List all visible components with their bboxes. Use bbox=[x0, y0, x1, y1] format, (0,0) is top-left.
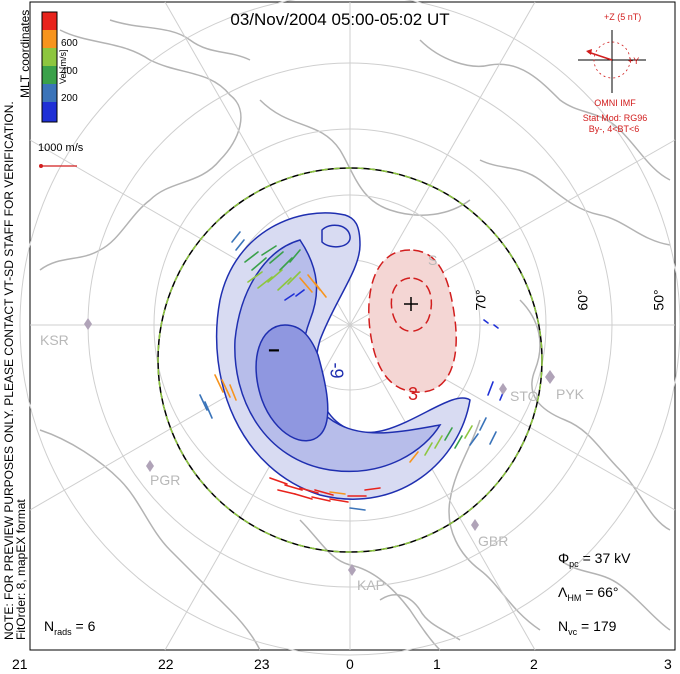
latitude-label-70: 70° bbox=[472, 289, 489, 311]
colorbar-tick-400: 400 bbox=[61, 66, 78, 77]
vector-count-value: 179 bbox=[593, 618, 617, 634]
station-pyk: PYK bbox=[556, 386, 585, 402]
radar-count-value: 6 bbox=[87, 618, 96, 634]
plot-frame bbox=[29, 1, 676, 651]
fit-order-note: FitOrder: 8, mapEX format bbox=[14, 499, 28, 640]
station-kap: KAP bbox=[357, 577, 386, 593]
contour-label-3: 3 bbox=[408, 384, 419, 404]
colorbar-tick-600: 600 bbox=[61, 38, 78, 49]
cross-polar-potential: Φpc = 37 kV bbox=[558, 550, 631, 569]
mlt-label-21: 21 bbox=[12, 656, 28, 672]
hm-boundary-latitude-value: 66° bbox=[597, 584, 619, 600]
velocity-vectors bbox=[199, 231, 506, 511]
map-title: 03/Nov/2004 05:00-05:02 UT bbox=[230, 10, 450, 29]
velocity-colorbar bbox=[41, 11, 58, 123]
coastlines bbox=[39, 19, 671, 651]
mlt-label-23: 23 bbox=[254, 656, 270, 672]
latitude-label-50: 50° bbox=[650, 289, 667, 311]
potential-max-marker bbox=[404, 297, 418, 311]
station-sto: STO bbox=[510, 388, 539, 404]
mlt-label-1: 1 bbox=[433, 656, 441, 672]
radar-count: Nrads = 6 bbox=[44, 618, 96, 637]
positive-potential-cell bbox=[368, 249, 457, 393]
mlt-label-3: 3 bbox=[664, 656, 672, 672]
scale-vector-label: 1000 m/s bbox=[38, 142, 84, 154]
mlt-label-2: 2 bbox=[530, 656, 538, 672]
negative-potential-cell bbox=[215, 212, 471, 500]
imf-source: OMNI IMF bbox=[594, 98, 636, 108]
cross-polar-potential-value: 37 kV bbox=[594, 550, 631, 566]
hm-boundary-latitude: ΛHM = 66° bbox=[558, 584, 619, 603]
mlt-label-0: 0 bbox=[346, 656, 354, 672]
statistical-model: Stat Mod: RG96 bbox=[582, 113, 648, 123]
station-gbr: GBR bbox=[478, 533, 509, 549]
imf-clock-dial bbox=[578, 30, 646, 93]
colorbar-tick-200: 200 bbox=[61, 93, 78, 104]
radar-station-markers bbox=[84, 318, 555, 576]
station-ksr: KSR bbox=[40, 332, 69, 348]
coordinate-system-label: MLT coordinates bbox=[18, 9, 32, 98]
imf-condition: By-, 4<BT<6 bbox=[588, 124, 640, 134]
mlt-label-22: 22 bbox=[158, 656, 174, 672]
potential-min-marker: − bbox=[268, 340, 280, 362]
vector-count: Nvc = 179 bbox=[558, 618, 617, 637]
imf-z-label: +Z (5 nT) bbox=[604, 12, 642, 22]
contour-label-minus-9: -9 bbox=[326, 362, 347, 379]
station-pgr: PGR bbox=[150, 472, 181, 488]
latitude-label-60: 60° bbox=[574, 289, 591, 311]
imf-y-label: +Y bbox=[628, 56, 640, 66]
station-s: S bbox=[428, 252, 438, 268]
scale-vector bbox=[39, 164, 77, 168]
heppner-maynard-boundary-dash bbox=[157, 167, 543, 553]
